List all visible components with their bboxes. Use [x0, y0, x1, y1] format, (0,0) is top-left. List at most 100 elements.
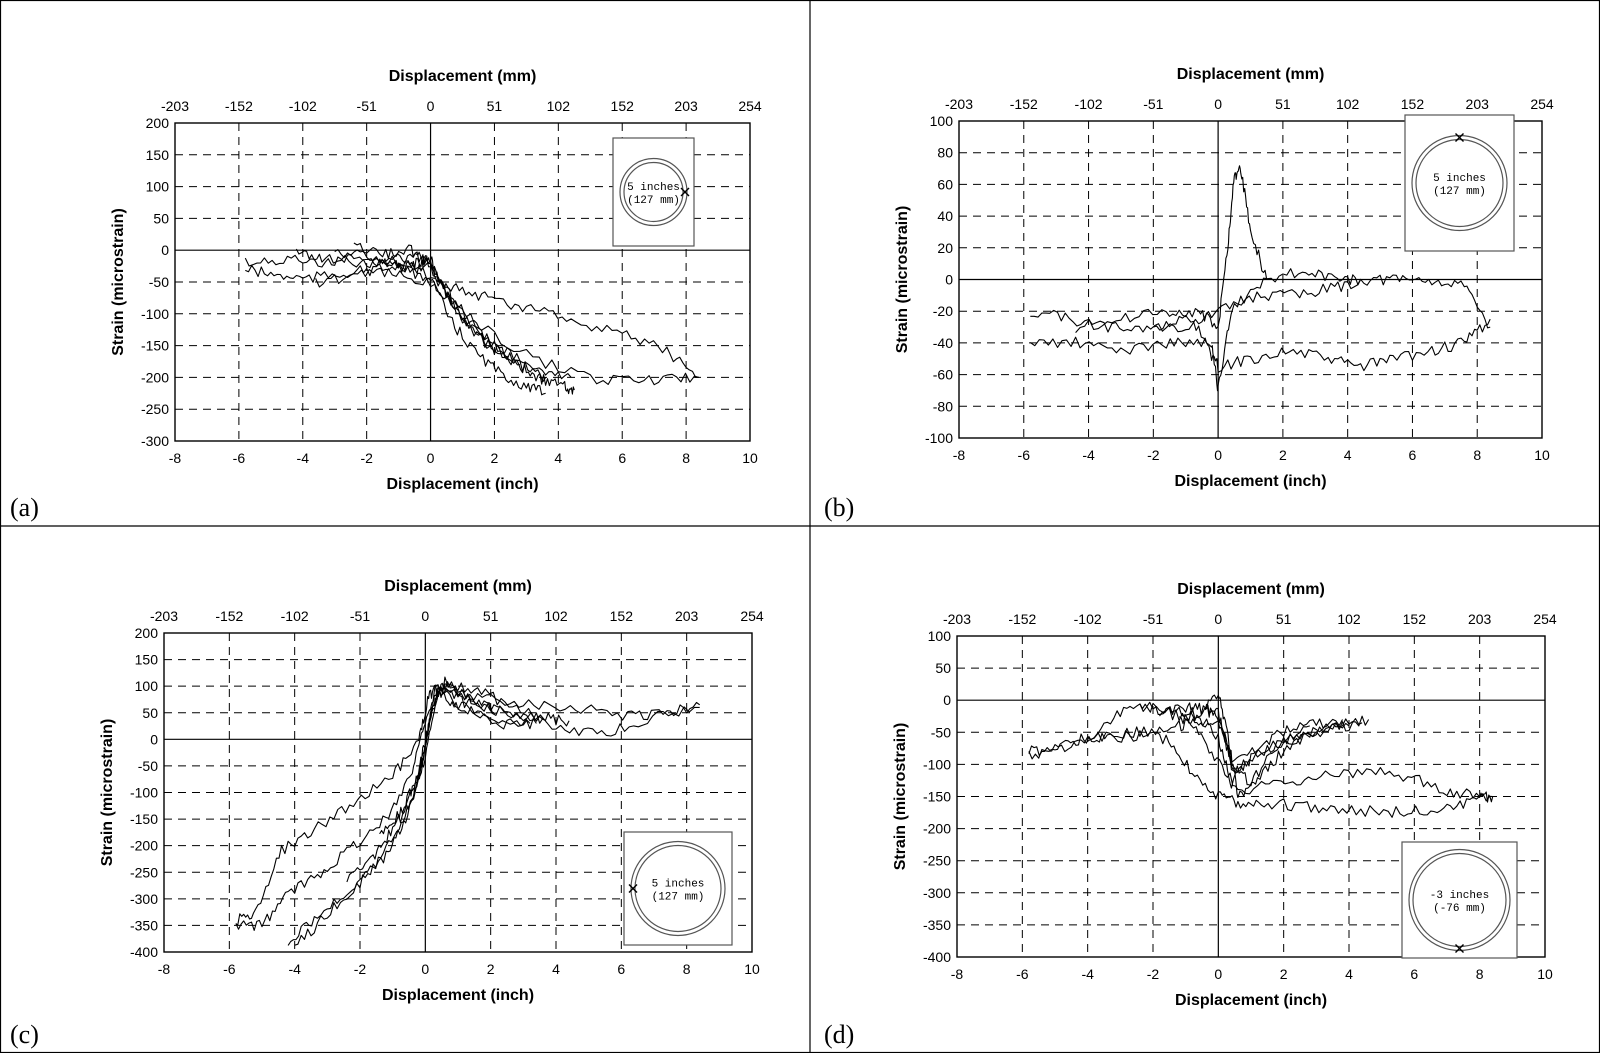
x-tick-label: -2	[1147, 447, 1160, 463]
x2-tick-label: 254	[738, 98, 762, 114]
data-series-line	[353, 242, 521, 366]
x-axis-bottom-label: Displacement (inch)	[1174, 473, 1326, 490]
x-tick-label: -6	[1018, 447, 1031, 463]
y-tick-label: 0	[150, 731, 158, 747]
y-tick-label: 150	[146, 147, 170, 163]
data-series-line	[245, 260, 546, 396]
x-axis-bottom-label: Displacement (inch)	[1175, 992, 1327, 1009]
y-tick-label: 40	[937, 208, 953, 224]
x-tick-label: 6	[617, 961, 625, 977]
inset-depth-metric-label: (-76 mm)	[1433, 903, 1486, 915]
x-tick-label: 2	[1280, 966, 1288, 982]
cross-stroke	[628, 884, 638, 893]
y-tick-label: -250	[130, 864, 158, 880]
x2-tick-label: -102	[1074, 611, 1102, 627]
x2-tick-label: 102	[547, 98, 571, 114]
y-tick-label: 100	[135, 678, 159, 694]
y-tick-label: -250	[141, 401, 169, 417]
x2-tick-label: -51	[357, 98, 377, 114]
y-tick-label: -80	[933, 398, 953, 414]
x-tick-label: 10	[1537, 966, 1553, 982]
y-tick-label: -350	[130, 917, 158, 933]
gauge-location-inset: 5 inches(127 mm)	[1404, 114, 1515, 252]
gauge-location-inset: -3 inches(-76 mm)	[1401, 841, 1518, 959]
strain-gauge-cross-icon	[628, 884, 638, 893]
y-tick-label: -100	[923, 756, 951, 772]
y-tick-label: 80	[937, 145, 953, 161]
x-axis-top-label: Displacement (mm)	[384, 578, 532, 595]
panel-label: (c)	[10, 1020, 39, 1049]
x-tick-label: 8	[682, 450, 690, 466]
panel-label: (b)	[824, 493, 854, 522]
y-tick-label: -300	[130, 891, 158, 907]
x-tick-label: -8	[169, 450, 182, 466]
x2-tick-label: 203	[1468, 611, 1492, 627]
x2-tick-label: 254	[740, 608, 764, 624]
x-tick-label: 10	[742, 450, 758, 466]
inset-frame	[612, 137, 695, 247]
x2-tick-label: -51	[1143, 611, 1163, 627]
x2-tick-label: 51	[483, 608, 499, 624]
strain-gauge-cross-icon	[1455, 944, 1464, 953]
x-tick-label: 6	[1409, 447, 1417, 463]
y-axis-label: Strain (microstrain)	[894, 206, 911, 354]
x-tick-label: -6	[223, 961, 236, 977]
x-tick-label: 10	[1534, 447, 1550, 463]
x2-tick-label: -152	[215, 608, 243, 624]
x-tick-label: 2	[1279, 447, 1287, 463]
cross-stroke	[680, 187, 690, 197]
cross-stroke	[1455, 944, 1464, 953]
y-tick-label: 100	[928, 628, 952, 644]
x-axis-bottom-label: Displacement (inch)	[382, 987, 534, 1004]
y-tick-label: -40	[933, 335, 953, 351]
strain-gauge-cross-icon	[680, 187, 690, 197]
x-tick-label: 0	[427, 450, 435, 466]
y-tick-label: -100	[141, 306, 169, 322]
x2-tick-label: 152	[1403, 611, 1427, 627]
x2-tick-label: -102	[281, 608, 309, 624]
x-tick-label: -4	[1082, 447, 1095, 463]
panel-label: (a)	[10, 493, 39, 522]
x-tick-label: 4	[554, 450, 562, 466]
gauge-location-inset: 5 inches(127 mm)	[612, 137, 695, 247]
data-series-line	[287, 683, 544, 946]
data-series-group	[235, 676, 701, 946]
y-tick-label: -100	[130, 785, 158, 801]
data-series-line	[1029, 318, 1491, 373]
x-tick-label: 8	[1476, 966, 1484, 982]
data-series-line	[1159, 702, 1363, 773]
inset-depth-label: 5 inches	[627, 182, 680, 194]
data-series-line	[315, 267, 700, 386]
x2-tick-label: 203	[675, 608, 699, 624]
chart-panel-c: -8 -6 -4 -2 0 2 4 6 8 10 -203 -152 -102 -51 0 51 102 152 2…	[10, 578, 764, 1049]
x2-tick-label: 102	[1337, 611, 1361, 627]
x2-tick-label: -203	[150, 608, 178, 624]
y-tick-label: 50	[142, 705, 158, 721]
y-tick-label: -100	[925, 430, 953, 446]
x-tick-label: -4	[297, 450, 310, 466]
x-tick-label: 2	[487, 961, 495, 977]
data-series-line	[379, 676, 700, 835]
data-series-line	[346, 684, 537, 883]
y-tick-label: -250	[923, 853, 951, 869]
inset-frame	[1401, 841, 1518, 959]
x-tick-label: 8	[1473, 447, 1481, 463]
x2-tick-label: -51	[1143, 96, 1163, 112]
inset-depth-label: 5 inches	[652, 879, 705, 891]
x-tick-label: -8	[953, 447, 966, 463]
inset-depth-label: -3 inches	[1430, 890, 1489, 902]
y-tick-label: -150	[923, 789, 951, 805]
x-tick-label: 2	[491, 450, 499, 466]
y-tick-label: -200	[141, 369, 169, 385]
data-series-line	[1075, 165, 1268, 333]
y-tick-label: 0	[161, 242, 169, 258]
pipe-outer-wall	[1408, 848, 1511, 952]
y-tick-label: -200	[130, 838, 158, 854]
cross-stroke	[1455, 133, 1464, 142]
data-series-line	[1153, 268, 1362, 392]
chart-panel-d: -8 -6 -4 -2 0 2 4 6 8 10 -203 -152 -102 -51 0 51 102 152 2…	[824, 581, 1557, 1049]
y-tick-label: -200	[923, 821, 951, 837]
plot-frame	[958, 120, 1543, 439]
y-tick-label: -150	[130, 811, 158, 827]
